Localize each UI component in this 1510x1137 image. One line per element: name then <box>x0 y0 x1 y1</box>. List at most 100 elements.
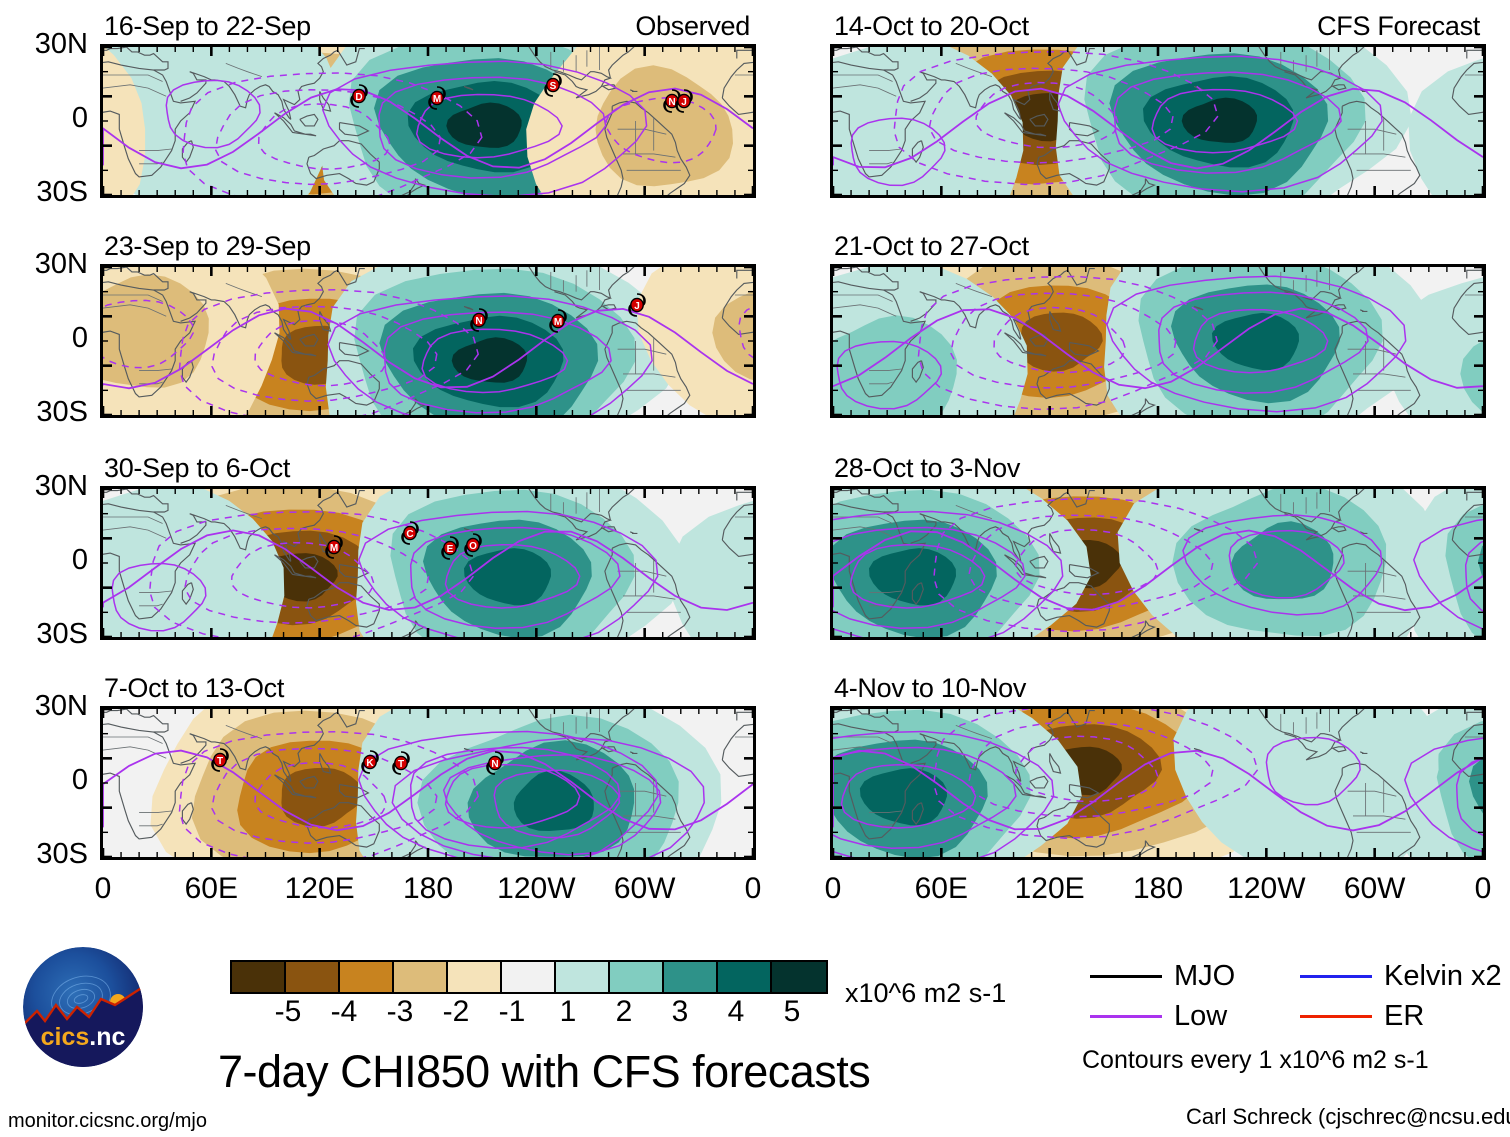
column-header-forecast: CFS Forecast <box>1317 11 1480 41</box>
storm-marker[interactable]: J <box>626 292 648 318</box>
svg-text:T: T <box>398 759 404 770</box>
legend-line-swatch <box>1300 1015 1372 1018</box>
country-borders <box>833 267 1483 391</box>
mjo-contour <box>184 527 430 624</box>
x-tick-label: 120W <box>497 872 576 905</box>
x-tick-label: 180 <box>1132 872 1184 905</box>
storm-marker[interactable]: O <box>462 532 484 558</box>
panel-ticks <box>103 489 753 637</box>
y-tick-label: 30N <box>34 248 88 280</box>
colorbar-tick-label: -5 <box>274 995 302 1028</box>
low-contour <box>357 510 659 637</box>
colorbar-segment <box>610 962 664 992</box>
x-tick-label: 120E <box>1014 872 1085 905</box>
low-contour <box>833 87 1483 170</box>
low-contour <box>833 746 1017 849</box>
storm-marker[interactable]: N <box>468 307 490 333</box>
svg-text:M: M <box>554 317 562 328</box>
map-panel <box>830 486 1486 640</box>
country-borders <box>103 267 753 391</box>
y-tick-label: 0 <box>71 322 88 354</box>
x-tick-label: 0 <box>94 872 112 905</box>
map-panel <box>830 44 1486 198</box>
svg-text:M: M <box>433 94 441 105</box>
legend-line-swatch <box>1090 975 1162 978</box>
y-tick-label: 30S <box>36 838 88 870</box>
cics-nc-logo: cics.nc <box>23 947 143 1067</box>
contour-fill <box>513 770 594 831</box>
x-tick-label: 60E <box>184 872 239 905</box>
low-contour <box>415 93 563 159</box>
storm-marker[interactable]: M <box>547 308 569 334</box>
storm-marker[interactable]: C <box>399 520 421 546</box>
storm-marker[interactable]: M <box>426 85 448 111</box>
contour-fill <box>103 489 285 637</box>
colorbar-segment <box>286 962 340 992</box>
panel-title: 30-Sep to 6-Oct <box>104 453 291 483</box>
map-panel <box>830 706 1486 860</box>
y-tick-label: 30S <box>36 396 88 428</box>
storm-marker[interactable]: N <box>484 750 506 776</box>
low-contour <box>378 76 607 179</box>
mjo-contour <box>933 709 1259 839</box>
svg-text:E: E <box>446 544 453 555</box>
contour-fill <box>446 102 522 148</box>
svg-text:N: N <box>668 97 675 108</box>
storm-marker[interactable]: J <box>673 88 695 114</box>
contour-fill <box>1231 521 1334 600</box>
low-contour <box>1182 514 1383 616</box>
colorbar-segment <box>232 962 286 992</box>
storm-marker[interactable]: T <box>209 747 231 773</box>
contour-fill <box>281 767 364 827</box>
column-header-observed: Observed <box>635 11 750 41</box>
contour-fill <box>712 291 753 380</box>
svg-text:J: J <box>682 97 688 108</box>
contour-interval-note: Contours every 1 x10^6 m2 s-1 <box>1082 1046 1429 1074</box>
y-tick-label: 30N <box>34 28 88 60</box>
low-contour <box>1404 737 1483 853</box>
storm-marker[interactable]: M <box>323 534 345 560</box>
storm-marker[interactable]: S <box>542 72 564 98</box>
contour-fill <box>669 500 753 637</box>
y-tick-label: 30N <box>34 690 88 722</box>
colorbar-tick-label: 4 <box>727 995 745 1028</box>
low-contour <box>103 87 753 170</box>
contour-fill <box>833 47 1024 195</box>
colorbar-tick-label: 3 <box>671 995 689 1028</box>
panel-ticks <box>833 489 1483 637</box>
colorbar-segment <box>772 962 826 992</box>
colorbar-tick-label: -2 <box>442 995 470 1028</box>
storm-marker[interactable]: K <box>359 749 381 775</box>
site-url[interactable]: monitor.cicsnc.org/mjo <box>8 1110 207 1132</box>
contour-fill <box>1408 58 1483 195</box>
contour-fill <box>859 768 947 826</box>
low-contour <box>327 295 653 415</box>
panel-title: 16-Sep to 22-Sep <box>104 11 311 41</box>
svg-text:O: O <box>469 541 477 552</box>
colorbar <box>230 960 828 994</box>
colorbar-tick-label: 1 <box>559 995 577 1028</box>
low-contour <box>391 737 705 857</box>
colorbar-tick-label: 2 <box>615 995 633 1028</box>
mjo-contour <box>968 514 1214 611</box>
country-borders <box>833 709 1483 833</box>
y-tick-label: 0 <box>71 102 88 134</box>
storm-marker[interactable]: T <box>390 750 412 776</box>
mjo-contour <box>254 319 388 387</box>
contour-fill <box>1173 709 1439 857</box>
mjo-contour <box>1014 735 1160 803</box>
low-contour <box>849 543 986 609</box>
low-contour <box>444 543 581 609</box>
legend-label: MJO <box>1174 960 1236 992</box>
map-panel <box>830 264 1486 418</box>
low-contour <box>383 311 612 414</box>
panel-ticks <box>833 709 1483 857</box>
low-contour <box>1412 518 1483 630</box>
svg-text:C: C <box>406 529 413 540</box>
x-tick-label: 0 <box>1474 872 1492 905</box>
storm-marker[interactable]: E <box>439 535 461 561</box>
y-tick-label: 30S <box>36 176 88 208</box>
mjo-contour <box>148 510 475 637</box>
low-contour <box>165 79 261 149</box>
storm-marker[interactable]: D <box>348 83 370 109</box>
